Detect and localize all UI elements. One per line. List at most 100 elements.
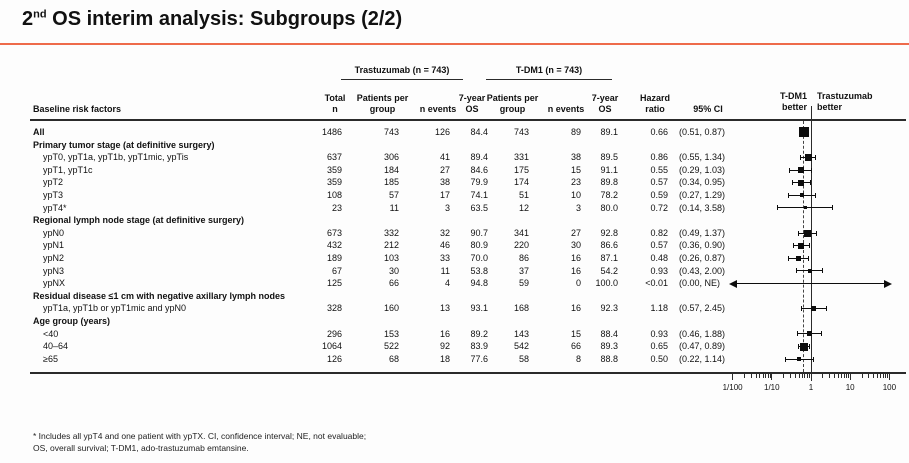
cell-t_os: 93.1: [470, 303, 488, 314]
cell-total_n: 673: [326, 227, 342, 238]
cell-d_events: 38: [570, 152, 581, 163]
cell-d_os: 100.0: [595, 278, 618, 289]
cell-t_events: 46: [439, 240, 450, 251]
col-header-hazard-2: ratio: [645, 104, 665, 114]
arrow-left-icon: [729, 279, 737, 288]
cell-d_os: 88.8: [600, 353, 618, 364]
col-header-d-patients-1: Patients per: [486, 93, 539, 103]
ci-cap-low: [788, 192, 790, 198]
title-accent-line: [0, 43, 909, 45]
axis-minor-tick: [843, 374, 845, 378]
ci-cap-high: [815, 230, 817, 236]
hr-marker: [807, 268, 812, 273]
table-header-rule: [30, 119, 906, 121]
plot-label-trastuzumab-better-2: better: [817, 102, 843, 112]
cell-t_os: 70.0: [470, 253, 488, 263]
cell-t_events: 17: [439, 190, 450, 200]
cell-d_os: 89.1: [600, 127, 618, 137]
ci-cap-low: [797, 344, 799, 349]
cell-t_os: 79.9: [470, 177, 488, 188]
section-label: Primary tumor stage (at definitive surge…: [33, 139, 215, 150]
col-header-d-os-1: 7-year: [591, 93, 619, 103]
col-header-t-patients-1: Patients per: [356, 93, 409, 103]
cell-ci: (0.57, 2.45): [679, 303, 726, 314]
cell-t_os: 74.1: [470, 190, 488, 200]
hr-marker: [797, 357, 802, 362]
cell-total_n: 637: [326, 152, 342, 163]
cell-t_events: 18: [439, 353, 450, 364]
cell-ci: (0.00, NE): [679, 278, 721, 289]
cell-d_events: 3: [575, 202, 581, 213]
axis-tick-label: 1: [808, 383, 814, 392]
cell-t_os: 90.7: [470, 227, 488, 238]
cell-d_os: 92.8: [600, 227, 618, 238]
cell-t_events: 4: [444, 278, 450, 289]
cell-total_n: 126: [326, 353, 342, 364]
cell-t_events: 92: [439, 341, 450, 352]
cell-d_events: 0: [575, 278, 581, 289]
cell-hr: 0.86: [650, 152, 668, 163]
section-label: Age group (years): [33, 316, 111, 326]
axis-minor-tick: [829, 374, 831, 378]
title-text: OS interim analysis: Subgroups (2/2): [46, 8, 403, 30]
cell-hr: 0.65: [650, 341, 668, 352]
cell-d_events: 15: [570, 328, 581, 339]
cell-ci: (0.51, 0.87): [679, 127, 726, 137]
ci-cap-low: [800, 306, 802, 312]
cell-t_pts: 11: [389, 202, 399, 213]
ci-cap-low: [797, 331, 799, 337]
cell-d_pts: 51: [518, 190, 529, 200]
page-title: 2nd OS interim analysis: Subgroups (2/2): [22, 8, 402, 31]
cell-d_os: 78.2: [600, 190, 618, 200]
cell-t_pts: 68: [388, 353, 399, 364]
cell-hr: 1.18: [650, 303, 668, 314]
cell-total_n: 359: [326, 164, 342, 175]
ci-cap-high: [814, 192, 816, 198]
axis-minor-tick: [808, 374, 810, 378]
group-header-trastuzumab: Trastuzumab (n = 743): [354, 65, 450, 75]
hr-marker: [799, 342, 808, 351]
hr-marker: [798, 179, 805, 186]
cell-d_events: 16: [570, 265, 581, 276]
hr-marker: [804, 154, 812, 161]
cell-total_n: 359: [326, 177, 342, 188]
row-label: All: [33, 127, 45, 137]
axis-minor-tick: [783, 374, 785, 378]
col-header-t-os-1: 7-year: [458, 93, 486, 103]
axis-minor-tick: [841, 374, 842, 378]
axis-minor-tick: [887, 374, 889, 378]
plot-label-tdm1-better-2: better: [781, 102, 807, 112]
col-header-d-patients-2: group: [499, 104, 526, 114]
ci-cap-low: [796, 268, 798, 274]
ci-cap-low: [800, 155, 802, 160]
cell-d_pts: 58: [518, 353, 529, 364]
cell-d_os: 92.3: [600, 303, 618, 314]
hr-marker: [798, 242, 805, 249]
cell-d_os: 88.4: [600, 328, 618, 339]
axis-minor-tick: [762, 374, 764, 378]
table-bottom-rule: [30, 372, 906, 374]
axis-minor-tick: [845, 374, 847, 378]
cell-t_os: 77.6: [470, 353, 488, 364]
ci-cap-high: [815, 155, 817, 160]
axis-major-tick: [849, 374, 851, 380]
row-label: ypT1, ypT1c: [43, 164, 93, 175]
axis-minor-tick: [794, 374, 796, 378]
cell-ci: (0.29, 1.03): [679, 164, 726, 175]
cell-d_pts: 12: [518, 202, 529, 213]
cell-ci: (0.27, 1.29): [679, 190, 726, 200]
cell-total_n: 1064: [321, 341, 342, 352]
title-superscript: nd: [33, 8, 47, 21]
cell-d_os: 80.0: [600, 202, 618, 213]
cell-d_os: 87.1: [600, 253, 618, 263]
cell-t_pts: 153: [383, 328, 399, 339]
col-header-d-events: n events: [547, 104, 585, 114]
ci-cap-high: [809, 180, 811, 186]
cell-t_pts: 160: [383, 303, 399, 314]
cell-d_events: 15: [570, 164, 581, 175]
axis-minor-tick: [861, 374, 863, 378]
ci-cap-high: [821, 331, 823, 337]
cell-hr: 0.50: [650, 353, 668, 364]
cell-ci: (0.22, 1.14): [679, 353, 726, 364]
